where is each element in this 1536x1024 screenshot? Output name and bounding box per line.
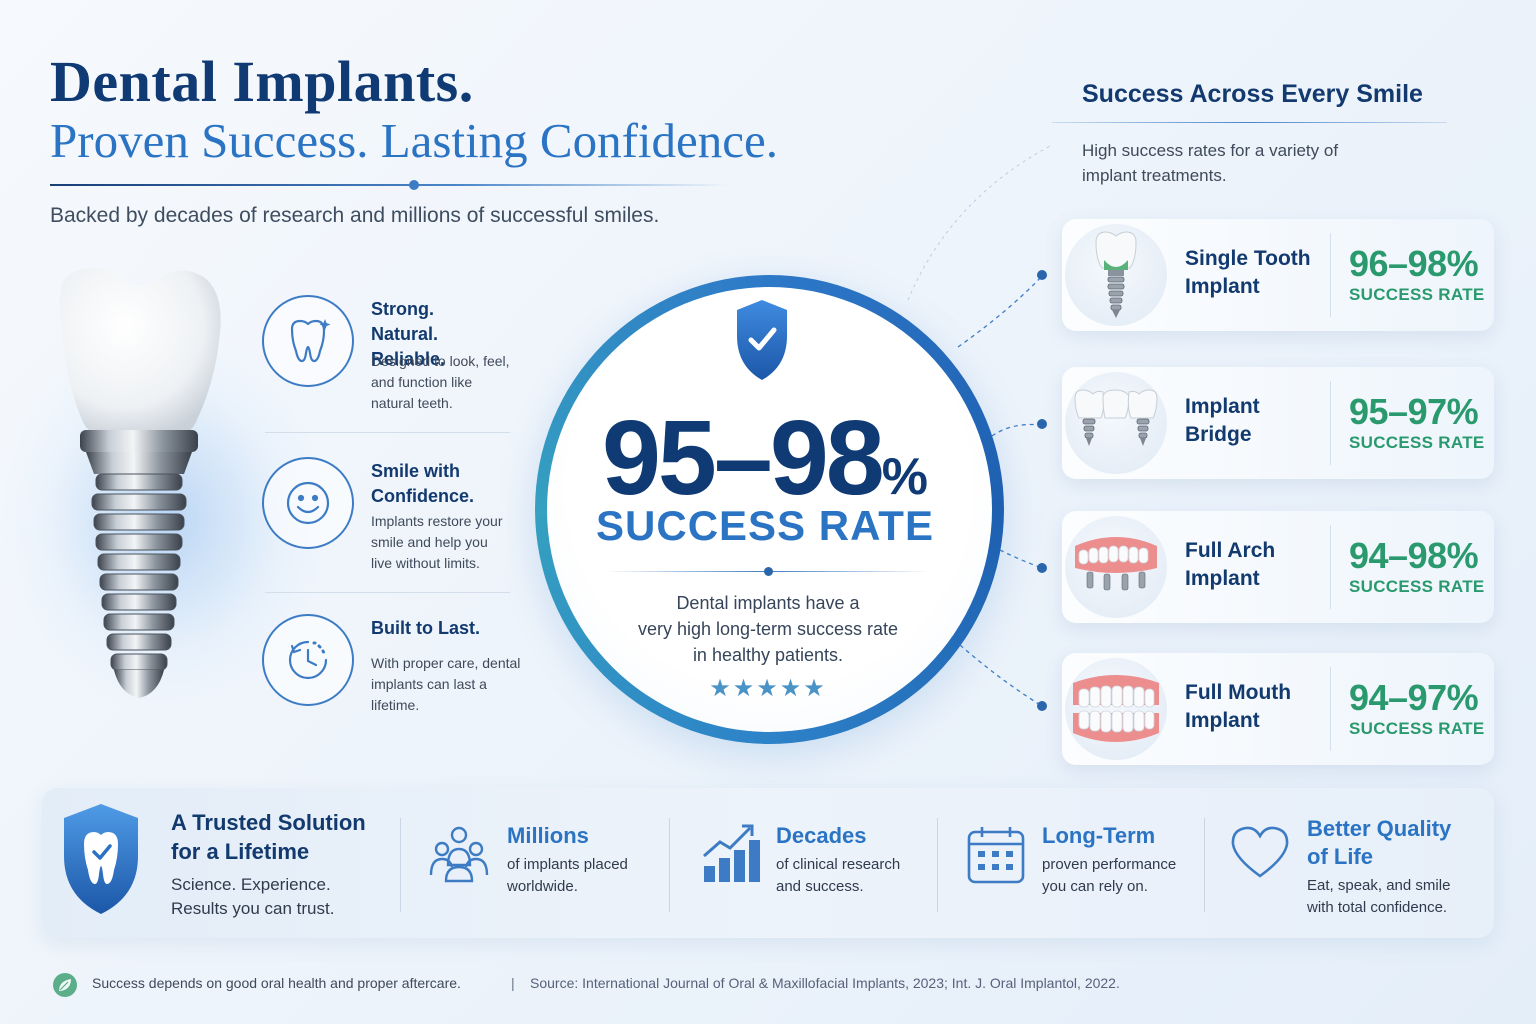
treatment-card-full-mouth: Full Mouth Implant 94–97% SUCCESS RATE xyxy=(1062,653,1494,765)
treatment-success-label: SUCCESS RATE xyxy=(1349,577,1485,596)
feature-title: Strong. Natural. Reliable. xyxy=(371,299,446,369)
right-title-divider xyxy=(1052,122,1447,123)
connector-dot xyxy=(1037,419,1047,429)
stat-desc: of implants placed worldwide. xyxy=(507,856,628,895)
feature-desc: Implants restore your smile and help you l… xyxy=(371,513,503,571)
stat-title: Long-Term xyxy=(1042,823,1156,848)
stat-desc: proven performance you can rely on. xyxy=(1042,856,1177,895)
right-subtitle: High success rates for a variety of impla… xyxy=(1082,141,1339,185)
feature-divider xyxy=(265,592,510,593)
star-rating: ★★★★★ xyxy=(709,675,827,702)
connector-dot xyxy=(1037,701,1047,711)
stat-title: Decades xyxy=(776,823,867,848)
feature-title: Smile with Confidence. xyxy=(371,461,475,506)
feature-desc: Designed to look, feel, and function like… xyxy=(371,353,510,411)
stat-desc: Eat, speak, and smile with total confiden… xyxy=(1307,877,1451,916)
calendar-icon xyxy=(967,827,1025,884)
trusted-desc: Science. Experience. Results you can trus… xyxy=(171,875,335,918)
growth-chart-icon xyxy=(703,824,760,882)
center-description: Dental implants have a very high long-ter… xyxy=(637,593,899,665)
dental-implant-illustration xyxy=(59,267,221,698)
title-divider-dot xyxy=(409,180,419,190)
stat-title: Better Quality of Life xyxy=(1307,816,1452,869)
feature-divider xyxy=(265,432,510,433)
full-arch-implant-icon xyxy=(1065,516,1167,618)
treatment-success-label: SUCCESS RATE xyxy=(1349,719,1485,738)
trusted-title: A Trusted Solution for a Lifetime xyxy=(171,810,366,864)
band-divider xyxy=(669,818,670,912)
band-divider xyxy=(937,818,938,912)
stat-desc: of clinical research and success. xyxy=(776,856,901,895)
tagline: Backed by decades of research and millio… xyxy=(50,204,660,227)
people-icon xyxy=(429,826,489,883)
treatment-name: Implant Bridge xyxy=(1185,395,1260,446)
smile-icon xyxy=(262,457,354,549)
card-divider xyxy=(1330,667,1331,751)
treatment-success-rate: 94–98% xyxy=(1349,535,1479,576)
implant-bridge-icon xyxy=(1065,372,1167,474)
footer-source: Source: International Journal of Oral & … xyxy=(530,975,1120,991)
shield-check-icon xyxy=(737,300,787,380)
feature-strong: Strong. Natural. Reliable. Designed to lo… xyxy=(262,295,512,445)
overall-success-label: SUCCESS RATE xyxy=(596,502,934,549)
tooth-icon xyxy=(262,295,354,387)
connector-lines xyxy=(907,145,1051,707)
treatment-success-rate: 95–97% xyxy=(1349,391,1479,432)
leaf-icon xyxy=(53,973,77,997)
treatment-card-bridge: Implant Bridge 95–97% SUCCESS RATE xyxy=(1062,367,1494,479)
page-subtitle: Proven Success. Lasting Confidence. xyxy=(50,113,779,168)
treatment-name: Full Mouth Implant xyxy=(1185,681,1292,732)
treatment-success-rate: 94–97% xyxy=(1349,677,1479,718)
band-divider xyxy=(1204,818,1205,912)
feature-last: Built to Last. With proper care, dental i… xyxy=(262,614,520,764)
footer-separator: | xyxy=(511,975,515,991)
treatment-name: Full Arch Implant xyxy=(1185,539,1276,590)
single-tooth-implant-icon xyxy=(1065,224,1167,326)
band-divider xyxy=(400,818,401,912)
clock-icon xyxy=(262,614,354,706)
treatment-success-label: SUCCESS RATE xyxy=(1349,285,1485,304)
footer-note: Success depends on good oral health and … xyxy=(92,975,461,991)
title-divider xyxy=(50,184,730,186)
treatment-success-label: SUCCESS RATE xyxy=(1349,433,1485,452)
benefits-band xyxy=(42,788,1494,938)
overall-success-percent: 95–98% xyxy=(601,399,928,517)
feature-desc: With proper care, dental implants can las… xyxy=(371,655,521,713)
treatment-card-single-tooth: Single Tooth Implant 96–98% SUCCESS RATE xyxy=(1062,219,1494,331)
card-divider xyxy=(1330,381,1331,465)
connector-dot xyxy=(1037,563,1047,573)
connector-dot xyxy=(1037,270,1047,280)
center-divider-dot xyxy=(764,567,773,576)
treatment-card-full-arch: Full Arch Implant 94–98% SUCCESS RATE xyxy=(1062,511,1494,623)
treatment-success-rate: 96–98% xyxy=(1349,243,1479,284)
card-divider xyxy=(1330,233,1331,317)
shield-tooth-icon xyxy=(64,804,138,914)
treatment-name: Single Tooth Implant xyxy=(1185,247,1311,298)
full-mouth-implant-icon xyxy=(1065,658,1167,760)
heart-icon xyxy=(1231,826,1289,878)
card-divider xyxy=(1330,525,1331,609)
page-title: Dental Implants. xyxy=(50,49,474,114)
stat-title: Millions xyxy=(507,823,589,848)
right-title: Success Across Every Smile xyxy=(1082,80,1423,108)
feature-title: Built to Last. xyxy=(371,618,480,638)
feature-smile: Smile with Confidence. Implants restore y… xyxy=(262,457,512,607)
